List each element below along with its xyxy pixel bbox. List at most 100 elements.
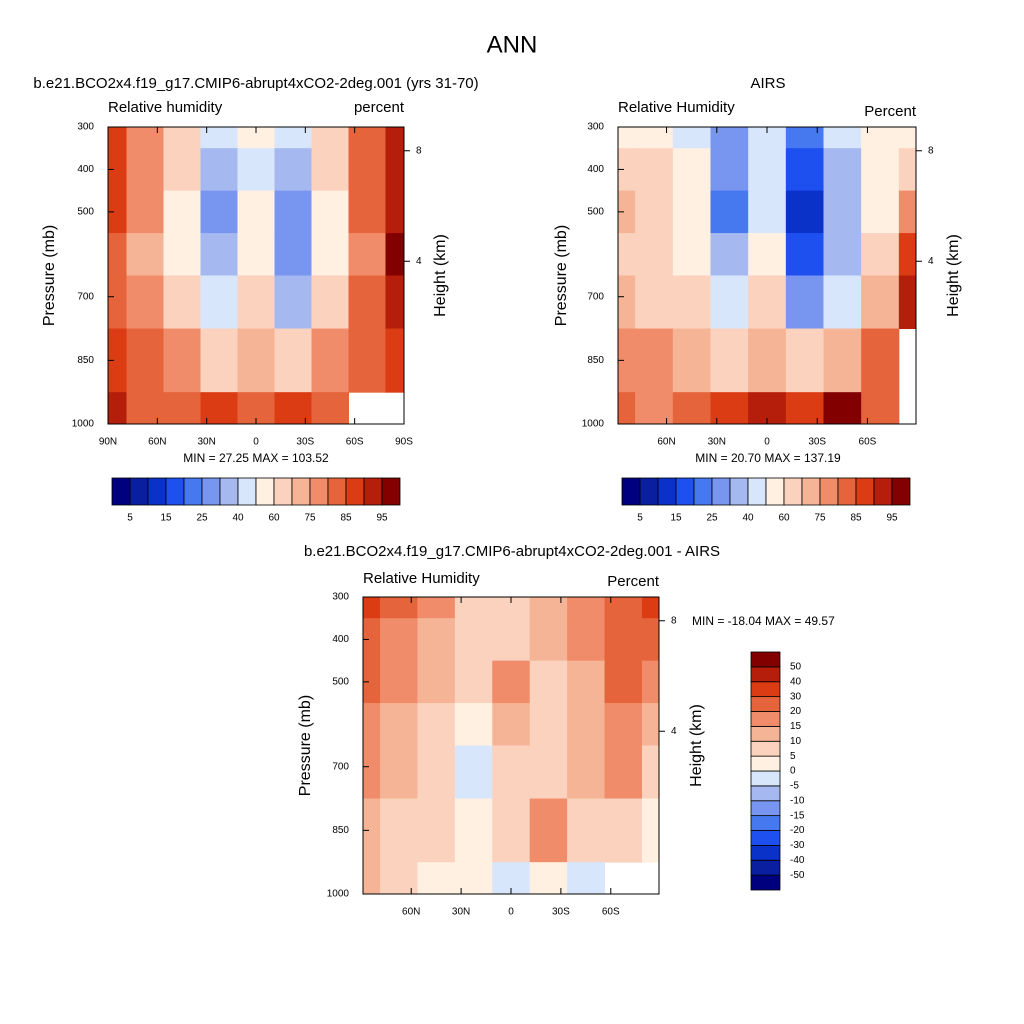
colorbar-box [750,666,781,683]
contour-cell [672,392,711,425]
y-tick-label: 300 [587,122,604,133]
contour-cell [311,392,349,425]
contour-cell [163,275,201,330]
x-tick-label: 60N [402,907,420,918]
contour-cell [672,148,711,192]
y2-axis-label: Height (km) [688,704,705,787]
contour-cell [898,127,917,149]
x-tick-label: 90S [395,437,413,448]
contour-cell [163,392,201,425]
colorbar-label: 5 [637,513,643,524]
contour-cell [237,148,275,192]
contour-cell [274,275,312,330]
contour-cell [348,328,386,393]
contour-cell [618,392,636,425]
contour-cell [385,233,405,276]
contour-cell [785,392,825,425]
contour-cell [492,745,531,800]
contour-cell [641,660,660,704]
colorbar-label: 5 [790,751,796,762]
contour-cell [710,190,749,234]
contour-cell [567,862,606,895]
colorbar-box [750,800,781,817]
colorbar-box [819,477,839,506]
colorbar-box [750,651,781,668]
contour-cell [635,190,674,234]
subtitle-right: Percent [607,573,660,590]
colorbar-label: 60 [778,513,790,524]
contour-cell [492,618,531,662]
colorbar-label: -20 [790,825,805,836]
contour-cell [311,275,349,330]
x-tick-label: 60N [657,437,675,448]
contour-cell [200,190,238,234]
contour-cell [635,127,674,149]
colorbar-label: -15 [790,810,805,821]
contour-cell [108,392,127,425]
colorbar-box [750,770,781,787]
contour-cell [417,597,456,619]
colorbar-label: 30 [790,691,802,702]
contour-cell [823,328,862,393]
contour-cell [641,703,660,746]
colorbar-label: 60 [268,513,280,524]
colorbar-label: 40 [790,676,802,687]
contour-cell [454,703,493,746]
contour-cell [163,233,201,276]
colorbar-box [255,477,275,506]
contour-cell [748,233,787,276]
contour-cell [454,660,493,704]
y-axis-label: Pressure (mb) [553,225,570,326]
contour-cell [363,745,381,800]
colorbar-box [291,477,311,506]
y2-axis-label: Height (km) [945,234,962,317]
contour-cell [348,233,386,276]
contour-cell [237,127,275,149]
colorbar-box [750,696,781,712]
contour-cell [108,233,127,276]
colorbar-box [711,477,731,506]
contour-cell [311,148,349,192]
contour-cell [126,328,164,393]
contour-cell [748,127,787,149]
contour-cell [861,148,900,192]
contour-cell [635,148,674,192]
colorbar-box [891,477,911,506]
contour-cell [529,862,568,895]
contour-cell [200,148,238,192]
contour-cell [567,703,606,746]
contour-cell [274,190,312,234]
contour-cell [311,190,349,234]
colorbar-label: 5 [127,513,133,524]
colorbar-box [183,477,203,506]
contour-cell [748,275,787,330]
y2-tick-label: 8 [928,145,934,156]
contour-cell [108,275,127,330]
contour-cell [363,597,381,619]
contour-cell [748,190,787,234]
contour-cell [348,148,386,192]
contour-cell [529,703,568,746]
colorbar-box [237,477,257,506]
contour-cell [108,127,127,149]
y-tick-label: 300 [77,122,94,133]
y-tick-label: 1000 [582,419,605,430]
colorbar-box [750,740,781,757]
y-tick-label: 700 [332,761,349,772]
contour-cell [454,618,493,662]
colorbar-label: 95 [376,513,388,524]
contour-cell [823,190,862,234]
contour-cell [492,660,531,704]
contour-cell [672,190,711,234]
contour-cell [604,703,643,746]
colorbar-label: 50 [790,662,802,673]
contour-cell [823,233,862,276]
contour-cell [108,190,127,234]
contour-cell [363,618,381,662]
colorbar-label: 40 [232,513,244,524]
colorbar-box [837,477,857,506]
contour-cell [710,233,749,276]
colorbar-box [750,859,781,876]
contour-cell [163,190,201,234]
